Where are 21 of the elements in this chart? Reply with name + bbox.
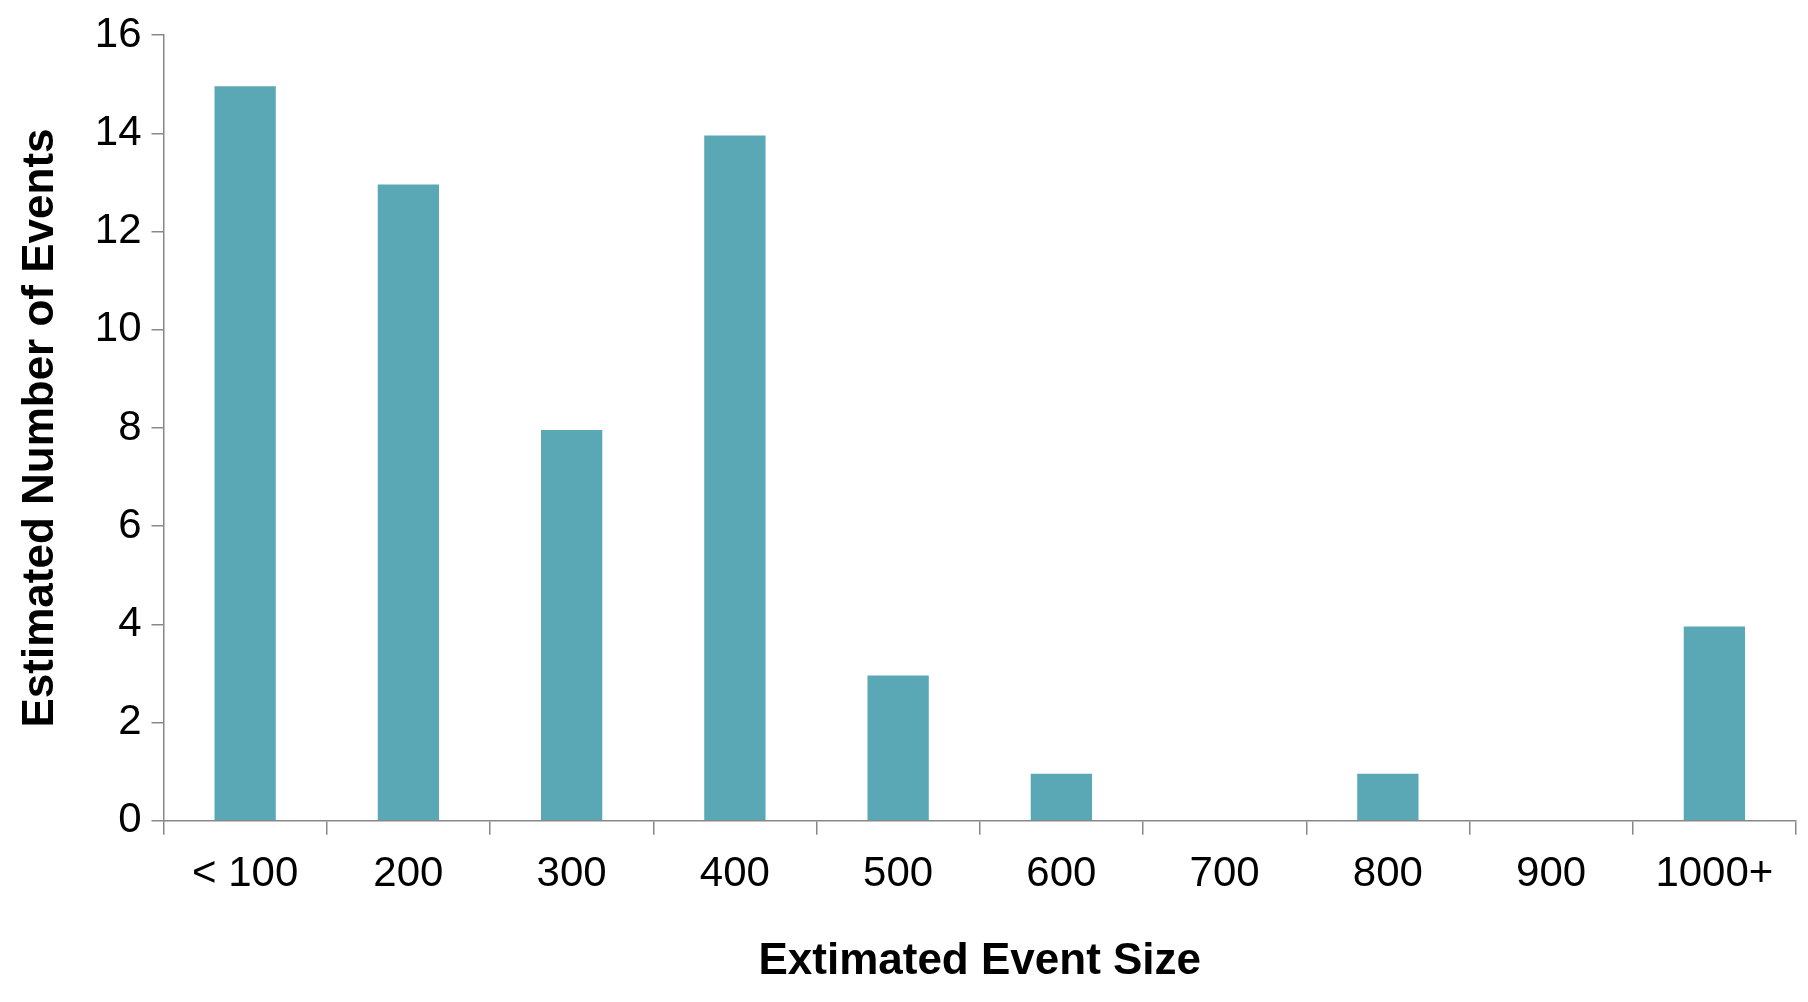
y-tick-label: 0 bbox=[118, 794, 142, 842]
y-tick-label: 4 bbox=[118, 597, 142, 645]
x-tick-label: 600 bbox=[1026, 847, 1097, 895]
x-axis-title: Extimated Event Size bbox=[758, 933, 1202, 983]
y-tick-label: 2 bbox=[118, 696, 142, 744]
y-tick-label: 10 bbox=[94, 303, 142, 351]
x-tick-label: 500 bbox=[863, 847, 934, 895]
x-tick-label: 300 bbox=[536, 847, 607, 895]
x-tick-label: 800 bbox=[1352, 847, 1423, 895]
y-axis-title: Estimated Number of Events bbox=[12, 128, 62, 728]
y-tick-label: 14 bbox=[94, 106, 142, 154]
y-tick-label: 8 bbox=[118, 401, 142, 449]
x-tick-label: < 100 bbox=[192, 847, 299, 895]
x-tick-label: 400 bbox=[699, 847, 770, 895]
x-tick-label: 200 bbox=[373, 847, 444, 895]
x-tick-label: 1000+ bbox=[1655, 847, 1774, 895]
y-tick-label: 16 bbox=[94, 8, 142, 56]
x-tick-label: 900 bbox=[1516, 847, 1587, 895]
y-tick-label: 12 bbox=[94, 205, 142, 253]
y-tick-label: 6 bbox=[118, 499, 142, 547]
x-tick-label: 700 bbox=[1189, 847, 1260, 895]
